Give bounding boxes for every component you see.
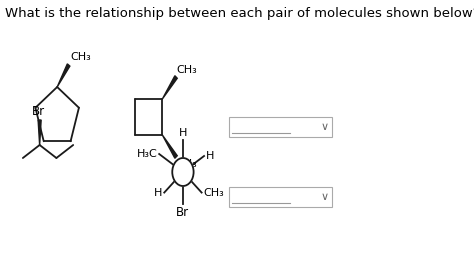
Text: ∨: ∨ xyxy=(320,122,329,132)
Bar xyxy=(228,187,332,207)
Text: CH₃: CH₃ xyxy=(70,52,91,62)
Text: H₃C: H₃C xyxy=(137,149,158,159)
Text: CH₃: CH₃ xyxy=(177,65,198,75)
Text: H: H xyxy=(179,128,187,138)
Polygon shape xyxy=(163,135,177,158)
Polygon shape xyxy=(163,76,177,99)
Text: H: H xyxy=(206,151,214,161)
Text: H: H xyxy=(155,188,163,198)
Text: CH₃: CH₃ xyxy=(177,159,198,169)
Text: Br: Br xyxy=(176,206,190,219)
Polygon shape xyxy=(57,64,70,87)
Text: ∨: ∨ xyxy=(320,192,329,202)
Circle shape xyxy=(172,158,193,186)
Polygon shape xyxy=(38,120,41,145)
Bar xyxy=(228,117,332,137)
Text: CH₃: CH₃ xyxy=(203,188,224,198)
Text: What is the relationship between each pair of molecules shown below?: What is the relationship between each pa… xyxy=(5,7,474,20)
Text: Br: Br xyxy=(32,105,45,118)
